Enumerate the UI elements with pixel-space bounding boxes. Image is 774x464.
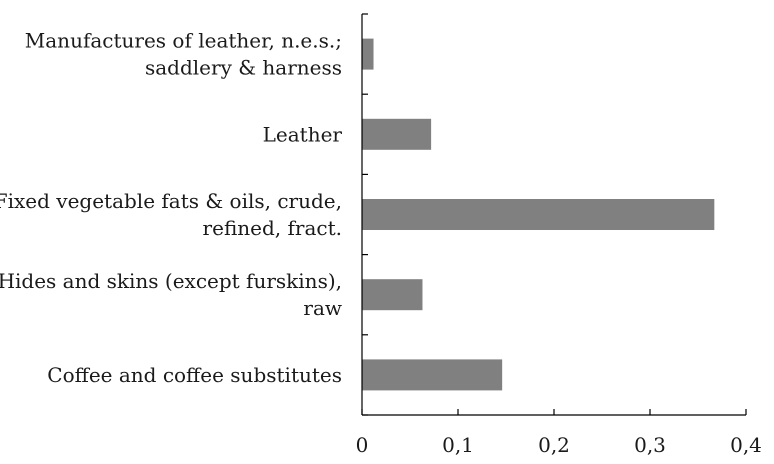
bar-0 xyxy=(362,38,374,70)
category-label-line: Manufactures of leather, n.e.s.; xyxy=(25,29,342,53)
bars-group xyxy=(362,38,715,391)
category-label-line: raw xyxy=(303,296,342,320)
x-tick-label: 0,1 xyxy=(442,433,474,457)
category-label-line: Fixed vegetable fats & oils, crude, xyxy=(0,189,342,213)
category-label-0: Manufactures of leather, n.e.s.; saddlery… xyxy=(25,29,342,80)
x-tick-label: 0,3 xyxy=(634,433,666,457)
axes: 0 0,1 0,2 0,3 0,4 xyxy=(356,13,762,457)
category-label-3: Hides and skins (except furskins), raw xyxy=(0,269,342,320)
category-label-line: refined, fract. xyxy=(203,216,342,240)
x-tick-label: 0 xyxy=(356,433,369,457)
x-tick-label: 0,4 xyxy=(730,433,762,457)
bar-1 xyxy=(362,118,432,150)
category-label-1: Leather xyxy=(263,122,343,146)
bar-2 xyxy=(362,199,715,230)
category-label-line: Hides and skins (except furskins), xyxy=(0,269,342,293)
category-label-4: Coffee and coffee substitutes xyxy=(47,363,342,387)
category-label-line: saddlery & harness xyxy=(145,56,342,80)
category-label-line: Leather xyxy=(263,122,343,146)
category-label-2: Fixed vegetable fats & oils, crude, refin… xyxy=(0,189,342,240)
bar-4 xyxy=(362,359,503,391)
category-labels: Manufactures of leather, n.e.s.; saddlery… xyxy=(0,29,342,387)
category-label-line: Coffee and coffee substitutes xyxy=(47,363,342,387)
bar-3 xyxy=(362,279,423,311)
x-tick-label: 0,2 xyxy=(538,433,570,457)
